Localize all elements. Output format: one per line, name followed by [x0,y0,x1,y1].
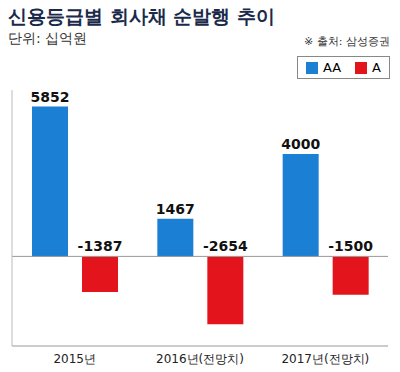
svg-text:1467: 1467 [156,201,195,217]
svg-text:-1387: -1387 [78,238,123,254]
svg-text:5852: 5852 [31,89,70,105]
svg-text:2017년(전망치): 2017년(전망치) [281,352,369,366]
html-text:신용등급별 회사채 순발행 추이: 신용등급별 회사채 순발행 추이 [8,5,275,27]
svg-text:2016년(전망치): 2016년(전망치) [156,352,244,366]
html-text:AA: AA [322,60,342,75]
svg-text:2015년: 2015년 [53,352,96,366]
svg-text:-2654: -2654 [203,238,248,254]
svg-text:-1500: -1500 [328,238,373,254]
html-text:단위: 십억원: 단위: 십억원 [8,30,88,46]
html-text:A: A [372,60,381,75]
html-text:※ 출처: 삼성증권: ※ 출처: 삼성증권 [304,35,390,48]
svg-text:4000: 4000 [281,136,320,152]
